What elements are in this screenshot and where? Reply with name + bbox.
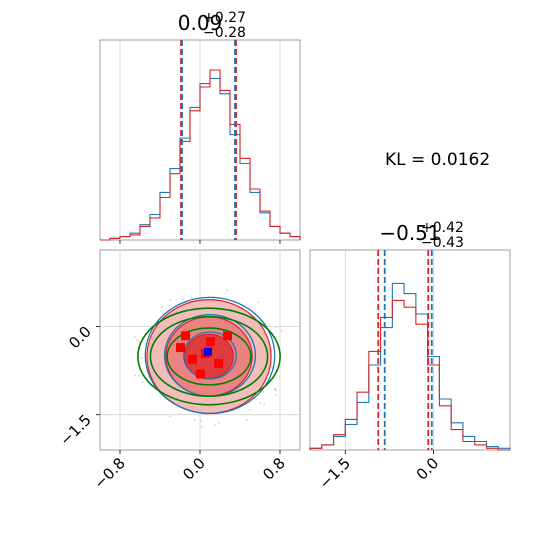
sample-point [169,299,172,301]
joint-sample-marker [206,337,215,347]
x-tick-label-param1: 0.0 [179,454,209,484]
sample-point [200,420,202,422]
sample-point [226,289,228,291]
sample-point [257,301,260,304]
joint-sample-marker [181,331,190,341]
sample-point [274,388,277,390]
hist-param2-frame [309,249,511,451]
x-tick-label-param1: 0.8 [259,454,289,484]
sample-point [161,306,163,309]
gaussian-ellipse-3 [137,307,281,406]
hist-param2-series-b [309,299,510,451]
sample-point [264,322,267,324]
joint-sample-marker [188,354,197,364]
x-tick-label-param2: 0.0 [413,454,443,484]
sample-point [259,402,261,404]
sample-point [214,424,216,426]
param1-title-plus: +0.27 [203,10,246,26]
param1-title: 0.09 [178,11,223,35]
param1-title-minus: −0.28 [203,25,246,41]
sample-point [137,374,140,377]
sample-point [280,330,283,332]
contour-a-level-3 [183,331,237,380]
gaussian-ellipse-2 [149,315,269,398]
joint-sample-marker [176,343,185,353]
sample-point [200,426,203,428]
x-tick-label-param2: −1.5 [316,454,354,492]
kl-divergence-label: KL = 0.0162 [385,150,490,170]
sample-point [190,296,193,299]
joint-sample-marker [214,358,223,368]
sample-point [141,357,143,359]
hist-param2-panel [309,249,511,451]
sample-point [134,374,136,377]
y-tick-label-param2: 0.0 [65,323,95,353]
sample-point [263,403,265,405]
true-value-marker [204,347,212,356]
sample-point [246,418,248,421]
hist-param2-series-a [309,282,511,450]
hist-param1-panel [99,39,301,241]
sample-point [181,298,184,300]
sample-point [212,296,215,298]
gaussian-ellipse-1 [166,327,252,386]
sample-point [249,409,251,411]
contour-a-level-1 [144,296,276,415]
y-tick-label-param2: −1.5 [56,411,94,449]
sample-point [138,341,141,343]
joint-panel [99,249,301,451]
sample-point [274,394,277,396]
sample-point [134,336,136,339]
joint-sample-marker [223,331,232,341]
sample-point [141,381,144,383]
param2-title-minus: −0.43 [421,235,464,251]
x-tick-label-param1: −0.8 [90,454,128,492]
sample-point [169,415,171,418]
sample-point [275,389,277,392]
sample-point [274,326,277,329]
param2-title: −0.51 [379,221,440,245]
sample-point [136,339,138,341]
param2-title-plus: +0.42 [421,220,464,236]
sample-point [218,422,220,424]
sample-point [193,419,196,422]
hist-param1-series-b [100,69,301,241]
joint-sample-marker [196,369,205,379]
